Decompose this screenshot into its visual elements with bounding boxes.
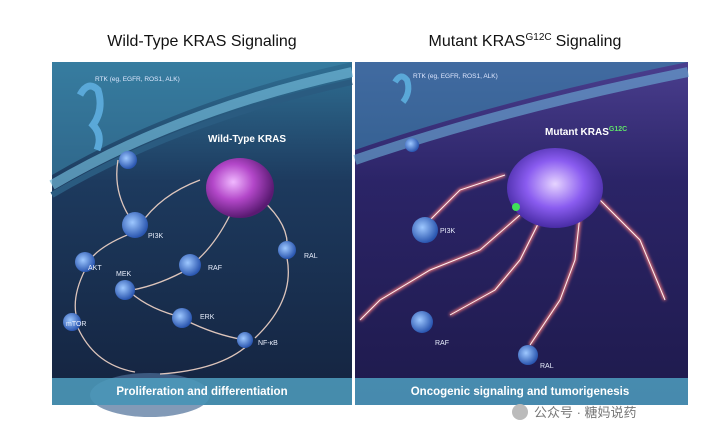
decoration [529,214,581,346]
node-label: PI3K [440,228,456,235]
node-label: RAL [540,363,554,370]
decoration [159,344,249,375]
decoration [411,311,433,333]
decoration [449,219,541,316]
node-label: ERK [200,314,215,321]
rtk-receptor [392,73,412,104]
extracellular [52,62,352,175]
kras-protein [206,158,274,218]
mutant-panel: RTK (eg, EGFR, ROS1, ALK) Mutant KRASG12… [353,62,689,405]
decoration [412,217,438,243]
node-label: AKT [88,265,102,272]
kras-main: Mutant KRAS [545,127,609,138]
node-label: RAF [208,265,222,272]
membrane [353,67,689,165]
decoration [172,308,192,328]
decoration [359,214,521,321]
panel-title: Mutant KRASG12C Signaling [429,32,622,50]
rtk-label: RTK (eg, EGFR, ROS1, ALK) [413,73,498,80]
effector-proteins [405,138,538,365]
panel-title: Wild-Type KRAS Signaling [107,33,296,50]
decoration [77,327,136,373]
membrane-inner [50,79,353,198]
decoration [254,257,289,339]
rtk-label: RTK (eg, EGFR, ROS1, ALK) [95,76,180,83]
node-label: PI3K [148,233,164,240]
rtk-receptor [76,82,104,152]
footer-band [355,378,688,405]
membrane [49,67,354,190]
node-label: RAF [435,340,449,347]
title-superscript: G12C [525,32,551,43]
effector-proteins [63,151,296,348]
kras-label: Wild-Type KRAS [208,134,286,145]
kras-protein [507,148,603,228]
decoration [599,199,666,301]
node-label: MEK [116,271,132,278]
watermark-icon [512,404,528,420]
kras-superscript: G12C [609,126,627,133]
footer-band [52,378,352,405]
wild-type-panel: RTK (eg, EGFR, ROS1, ALK) Wild-Type KRAS… [49,62,354,417]
title-suffix: Signaling [556,33,622,50]
decoration [75,252,95,272]
extracellular [355,62,688,150]
decoration [237,332,253,348]
node-label: RAL [304,253,318,260]
footer-label: Oncogenic signaling and tumorigenesis [411,386,630,398]
decoration [63,313,81,331]
node-label: NF-κB [258,340,278,347]
decoration [405,138,419,152]
decoration [119,151,137,169]
footer-label: Proliferation and differentiation [116,386,287,398]
node-label: mTOR [66,321,86,328]
title-main: Mutant KRAS [429,33,526,50]
signal-lightning [359,174,666,346]
kras-label: Mutant KRASG12C [545,126,627,138]
decoration [122,212,148,238]
decoration [518,345,538,365]
decoration [179,254,201,276]
decoration [429,174,506,221]
g12c-site [512,203,520,211]
decoration [278,241,296,259]
decoration [115,280,135,300]
watermark: 公众号 · 糖妈说药 [534,405,637,420]
